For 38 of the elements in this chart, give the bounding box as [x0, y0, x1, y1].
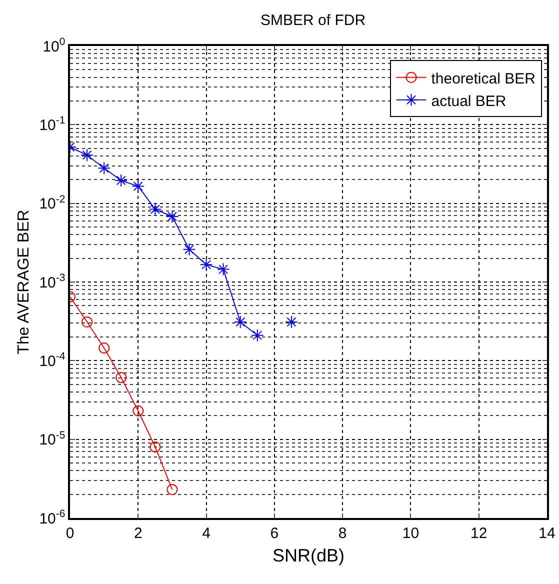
y-tick-label: 10$^{-3}$	[39, 272, 66, 292]
point	[234, 316, 247, 329]
point	[82, 316, 93, 328]
chart-title: SMBER of FDR	[260, 12, 366, 30]
x-axis-title: SNR(dB)	[272, 545, 345, 566]
point	[166, 210, 179, 224]
x-tick-label: 0	[66, 524, 74, 542]
x-tick-label: 8	[338, 524, 347, 542]
x-tick-label: 10	[402, 524, 420, 542]
legend-label: actual BER	[431, 92, 506, 110]
point	[98, 162, 111, 175]
y-tick-label: 10$^{-4}$	[39, 350, 66, 370]
point	[150, 441, 161, 452]
point	[216, 262, 230, 276]
y-axis-title: The AVERAGE BER	[16, 210, 33, 354]
y-tick-label: 10$^{-2}$	[39, 193, 66, 213]
y-tick-label: 10$^{-1}$	[39, 114, 66, 134]
x-tick-label: 4	[202, 524, 210, 542]
legend-label: theoretical BER	[431, 70, 536, 88]
x-tick-label: 12	[470, 524, 488, 542]
point	[250, 328, 264, 342]
point	[114, 174, 128, 188]
y-tick-label: 10$^{-6}$	[39, 508, 66, 528]
point	[98, 342, 110, 354]
x-tick-label: 2	[134, 524, 142, 542]
point	[148, 202, 162, 216]
point	[132, 180, 145, 193]
y-tick-label: 10$^{-5}$	[39, 429, 66, 449]
point	[284, 316, 298, 329]
x-tick-label: 14	[538, 524, 556, 542]
point	[166, 484, 178, 496]
point	[200, 258, 213, 272]
point	[80, 148, 94, 162]
y-tick-label: 10$^{0}$	[42, 36, 66, 56]
x-tick-label: 6	[270, 524, 279, 542]
point	[182, 242, 196, 256]
point	[132, 405, 144, 416]
point	[116, 372, 127, 384]
